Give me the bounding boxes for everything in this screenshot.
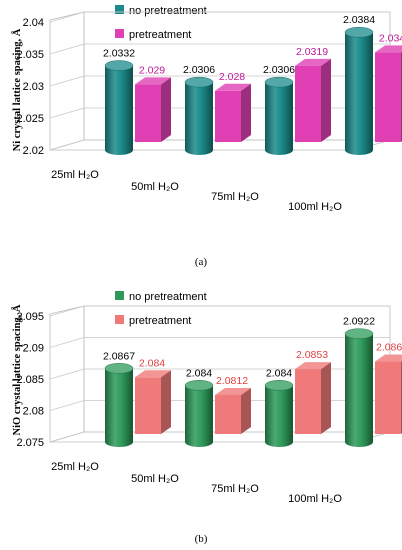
x-category-label: 50ml H₂O xyxy=(131,473,179,485)
chart-panel-a: Ni crystal lattice spacing, Å no pretrea… xyxy=(11,5,402,268)
y-tick-label: 2.035 xyxy=(16,49,44,61)
x-category-label: 75ml H₂O xyxy=(211,483,259,495)
no-pretreatment-bar-top xyxy=(264,76,294,88)
y-tick-label: 2.09 xyxy=(23,343,44,355)
no-pretreatment-bar-top xyxy=(104,60,134,71)
legend-label-a-0: no pretreatment xyxy=(129,5,207,17)
gridline xyxy=(49,75,390,87)
legend-swatch-a-1 xyxy=(115,29,124,38)
pretreatment-bar xyxy=(215,394,241,434)
no-pretreatment-value-label: 2.0384 xyxy=(343,14,375,26)
panel-label-a: (a) xyxy=(195,256,208,268)
no-pretreatment-value-label: 2.0306 xyxy=(263,64,295,76)
x-category-label: 25ml H₂O xyxy=(51,461,99,473)
pretreatment-bar-top xyxy=(215,387,251,395)
legend-label-b-1: pretreatment xyxy=(129,315,191,327)
no-pretreatment-bar xyxy=(185,385,213,447)
y-tick-label: 2.08 xyxy=(23,406,44,418)
pretreatment-bar-side xyxy=(161,77,171,142)
pretreatment-bar xyxy=(135,377,161,434)
pretreatment-bar xyxy=(375,52,401,142)
x-category-label: 25ml H₂O xyxy=(51,169,99,181)
no-pretreatment-bar xyxy=(345,32,373,155)
panel-label-b: (b) xyxy=(195,533,208,545)
legend-b: no pretreatment pretreatment xyxy=(115,291,207,327)
y-tick-label: 2.025 xyxy=(16,113,44,125)
pretreatment-value-label: 2.0853 xyxy=(296,349,328,361)
legend-a: no pretreatment pretreatment xyxy=(115,5,207,41)
y-tick-label: 2.095 xyxy=(16,311,44,323)
no-pretreatment-bar-top xyxy=(184,380,214,391)
pretreatment-bar xyxy=(375,361,401,434)
pretreatment-bar-side xyxy=(241,387,251,434)
pretreatment-bar-top xyxy=(135,77,171,85)
y-tick-label: 2.04 xyxy=(23,17,44,29)
pretreatment-bar-side xyxy=(321,362,331,434)
pretreatment-bar xyxy=(135,84,161,142)
gridline xyxy=(49,43,390,55)
y-tick-label: 2.02 xyxy=(23,145,44,157)
pretreatment-bar-side xyxy=(321,58,331,143)
no-pretreatment-bar xyxy=(265,82,293,155)
pretreatment-bar-top xyxy=(375,45,402,53)
gridline xyxy=(49,11,390,23)
legend-swatch-b-0 xyxy=(115,291,124,300)
pretreatment-bar xyxy=(295,65,321,142)
no-pretreatment-bar-top xyxy=(264,380,294,391)
x-category-label: 50ml H₂O xyxy=(131,181,179,193)
no-pretreatment-value-label: 2.084 xyxy=(186,367,212,379)
legend-swatch-b-1 xyxy=(115,315,124,324)
pretreatment-bar-side xyxy=(161,370,171,434)
gridline xyxy=(49,337,390,348)
no-pretreatment-bar xyxy=(105,65,133,155)
pretreatment-value-label: 2.034 xyxy=(379,32,402,44)
pretreatment-value-label: 2.0865 xyxy=(376,342,402,354)
pretreatment-value-label: 2.0812 xyxy=(216,375,248,387)
pretreatment-bar xyxy=(295,369,321,434)
pretreatment-bar-top xyxy=(135,370,171,378)
no-pretreatment-bar-top xyxy=(344,328,374,339)
no-pretreatment-bar xyxy=(345,333,373,447)
pretreatment-bar-top xyxy=(375,354,402,362)
no-pretreatment-bar xyxy=(105,368,133,447)
y-tick-label: 2.085 xyxy=(16,374,44,386)
pretreatment-bar xyxy=(215,90,241,142)
pretreatment-bar-side xyxy=(241,83,251,142)
y-axis-label-a: Ni crystal lattice spacing, Å xyxy=(11,28,23,151)
pretreatment-value-label: 2.028 xyxy=(219,71,245,83)
no-pretreatment-value-label: 2.084 xyxy=(266,367,292,379)
pretreatment-value-label: 2.084 xyxy=(139,357,165,369)
legend-swatch-a-0 xyxy=(115,5,124,14)
pretreatment-value-label: 2.029 xyxy=(139,64,165,76)
no-pretreatment-value-label: 2.0306 xyxy=(183,64,215,76)
chart-panel-b: NiO crystal lattice spacing, Å no pretre… xyxy=(11,291,402,545)
plot-area-a: 2.02 2.025 2.03 2.035 2.04 2.029 2.0332 25ml H₂… xyxy=(16,11,402,213)
no-pretreatment-value-label: 2.0922 xyxy=(343,316,375,328)
no-pretreatment-bar-top xyxy=(344,26,374,38)
gridline xyxy=(49,305,390,317)
no-pretreatment-bar-top xyxy=(104,363,134,374)
y-axis-label-b: NiO crystal lattice spacing, Å xyxy=(11,304,23,435)
y-tick-label: 2.03 xyxy=(23,81,44,93)
no-pretreatment-bar-top xyxy=(184,76,214,88)
no-pretreatment-value-label: 2.0867 xyxy=(103,350,135,362)
x-category-label: 100ml H₂O xyxy=(288,493,342,505)
x-category-label: 75ml H₂O xyxy=(211,191,259,203)
no-pretreatment-bar xyxy=(185,82,213,155)
pretreatment-bar-top xyxy=(215,83,251,91)
no-pretreatment-bar xyxy=(265,385,293,447)
x-category-label: 100ml H₂O xyxy=(288,201,342,213)
no-pretreatment-value-label: 2.0332 xyxy=(103,48,135,60)
pretreatment-value-label: 2.0319 xyxy=(296,46,328,58)
legend-label-a-1: pretreatment xyxy=(129,29,191,41)
pretreatment-bar-top xyxy=(295,58,331,66)
y-tick-label: 2.075 xyxy=(16,437,44,449)
pretreatment-bar-top xyxy=(295,362,331,370)
plot-area-b: 2.075 2.08 2.085 2.09 2.095 2.084 2.0867 25ml H… xyxy=(16,305,402,505)
legend-label-b-0: no pretreatment xyxy=(129,291,207,303)
gridline xyxy=(49,368,390,380)
